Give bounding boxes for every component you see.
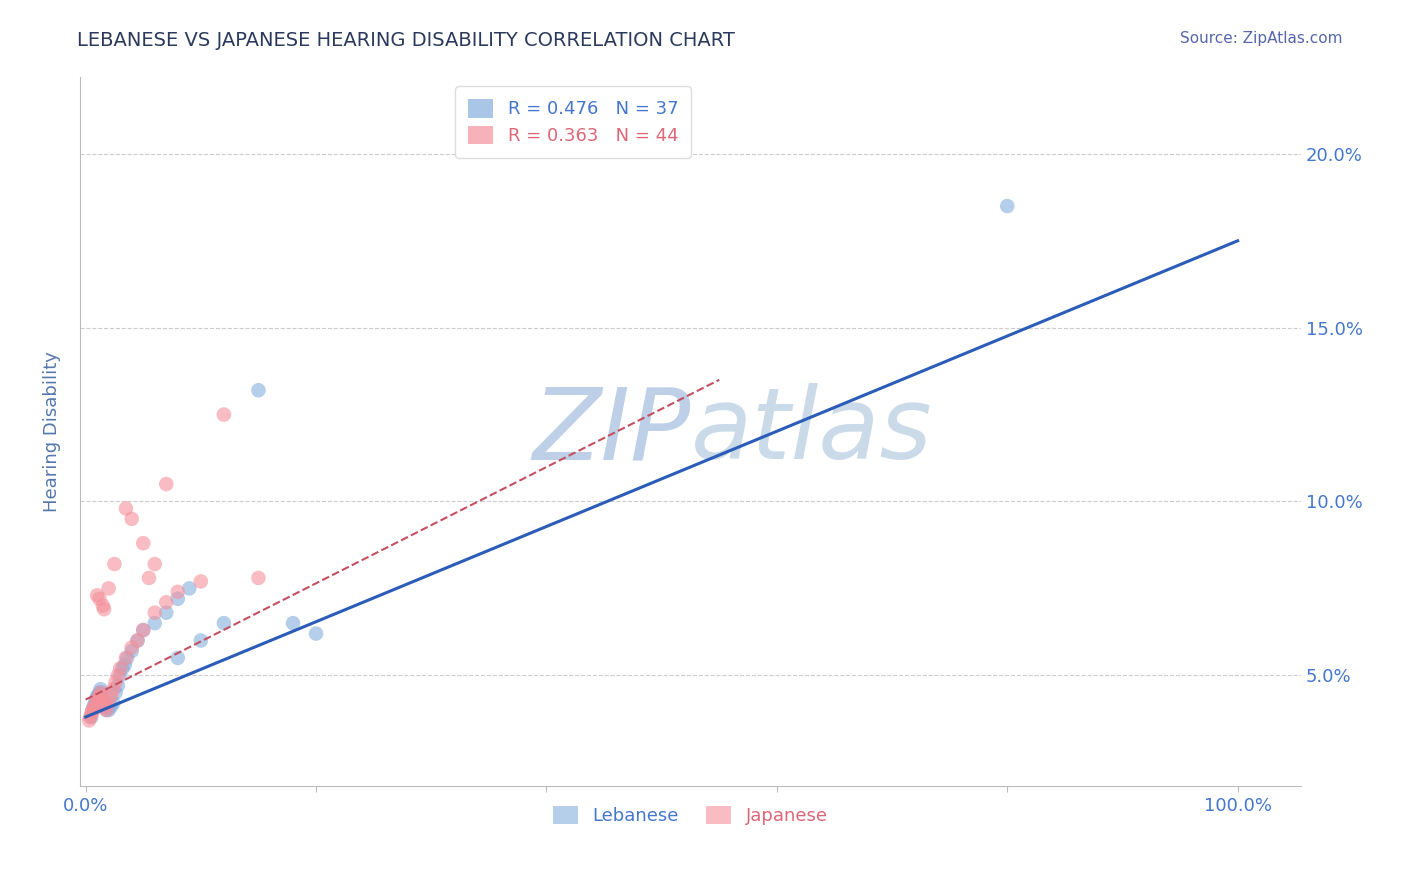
Point [84,692,107,706]
Point [247,384,270,398]
Point [166,584,188,599]
Text: atlas: atlas [690,384,932,481]
Point [104,675,127,690]
Point [143,557,166,571]
Point [995,199,1018,213]
Point [94,699,117,714]
Point [80,710,103,724]
Point [83,699,105,714]
Legend: Lebanese, Japanese: Lebanese, Japanese [544,797,837,834]
Point [127,633,149,648]
Point [103,696,125,710]
Point [84,696,107,710]
Point [132,623,155,637]
Point [93,696,115,710]
Point [107,679,129,693]
Point [90,689,112,703]
Point [87,689,110,703]
Point [90,682,112,697]
Point [281,616,304,631]
Text: LEBANESE VS JAPANESE HEARING DISABILITY CORRELATION CHART: LEBANESE VS JAPANESE HEARING DISABILITY … [77,31,735,50]
Point [114,657,136,672]
Point [115,651,138,665]
Point [89,591,111,606]
Point [103,682,125,697]
Point [89,689,111,703]
Point [143,606,166,620]
Point [86,692,108,706]
Point [111,661,134,675]
Point [121,640,143,655]
Point [86,588,108,602]
Point [100,689,122,703]
Point [108,668,131,682]
Point [87,692,110,706]
Point [108,661,131,675]
Point [77,714,100,728]
Point [79,710,101,724]
Point [121,512,143,526]
Point [96,703,118,717]
Point [155,606,177,620]
Point [93,602,115,616]
Point [138,571,160,585]
Point [127,633,149,648]
Point [155,477,177,491]
Point [93,696,115,710]
Point [103,557,125,571]
Point [305,626,328,640]
Point [83,699,105,714]
Point [94,699,117,714]
Point [179,582,201,596]
Point [132,536,155,550]
Point [107,668,129,682]
Point [247,571,270,585]
Point [91,692,114,706]
Point [82,703,104,717]
Point [190,574,212,589]
Point [143,616,166,631]
Point [86,689,108,703]
Point [82,703,104,717]
Point [166,651,188,665]
Point [90,685,112,699]
Point [90,685,112,699]
Point [89,685,111,699]
Text: Source: ZipAtlas.com: Source: ZipAtlas.com [1180,31,1343,46]
Point [212,616,235,631]
Point [96,703,118,717]
Point [121,644,143,658]
Point [132,623,155,637]
Point [155,595,177,609]
Y-axis label: Hearing Disability: Hearing Disability [44,351,60,512]
Point [190,633,212,648]
Point [91,692,114,706]
Point [80,706,103,721]
Text: ZIP: ZIP [533,384,690,481]
Point [83,703,105,717]
Point [91,599,114,613]
Point [212,408,235,422]
Point [83,696,105,710]
Point [97,582,120,596]
Point [100,699,122,714]
Point [97,703,120,717]
Point [115,651,138,665]
Point [104,685,127,699]
Point [97,696,120,710]
Point [115,501,138,516]
Point [166,591,188,606]
